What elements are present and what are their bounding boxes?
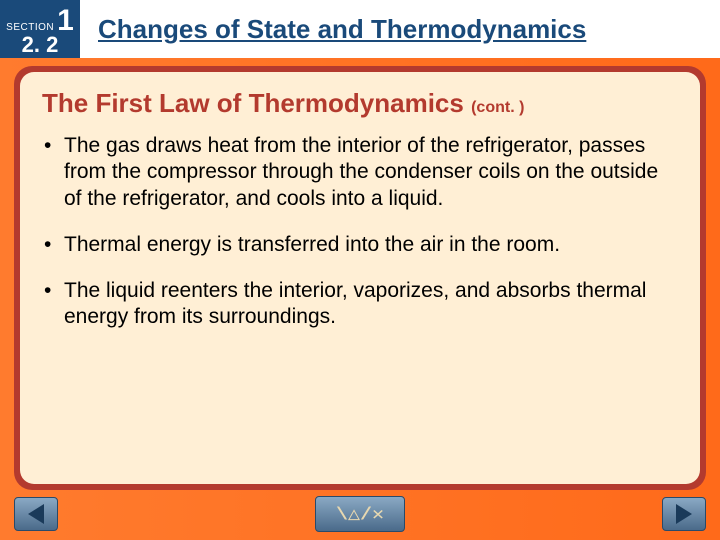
arrow-right-icon <box>676 504 692 524</box>
section-subnumber: 2. 2 <box>22 34 59 56</box>
title-area: Changes of State and Thermodynamics <box>80 0 720 58</box>
slide: SECTION 1 2. 2 Changes of State and Ther… <box>0 0 720 540</box>
content-frame: The First Law of Thermodynamics (cont. )… <box>14 66 706 490</box>
section-label: SECTION <box>6 23 54 33</box>
header: SECTION 1 2. 2 Changes of State and Ther… <box>0 0 720 58</box>
subheading: The First Law of Thermodynamics <box>42 88 464 118</box>
content-panel: The First Law of Thermodynamics (cont. )… <box>20 72 700 484</box>
section-top-row: SECTION 1 <box>6 6 74 36</box>
bullet-list: The gas draws heat from the interior of … <box>42 133 678 331</box>
home-button[interactable]: \△/✕ <box>315 496 405 532</box>
section-box: SECTION 1 2. 2 <box>0 0 80 58</box>
continued-label: (cont. ) <box>471 99 524 116</box>
nav-bar: \△/✕ <box>0 494 720 534</box>
list-item: The liquid reenters the interior, vapori… <box>42 278 678 331</box>
page-title: Changes of State and Thermodynamics <box>98 14 586 45</box>
section-number: 1 <box>57 6 74 36</box>
next-button[interactable] <box>662 497 706 531</box>
list-item: Thermal energy is transferred into the a… <box>42 232 678 258</box>
prev-button[interactable] <box>14 497 58 531</box>
list-item: The gas draws heat from the interior of … <box>42 133 678 212</box>
arrow-left-icon <box>28 504 44 524</box>
subheading-row: The First Law of Thermodynamics (cont. ) <box>42 88 678 119</box>
home-icon: \△/✕ <box>336 502 384 525</box>
